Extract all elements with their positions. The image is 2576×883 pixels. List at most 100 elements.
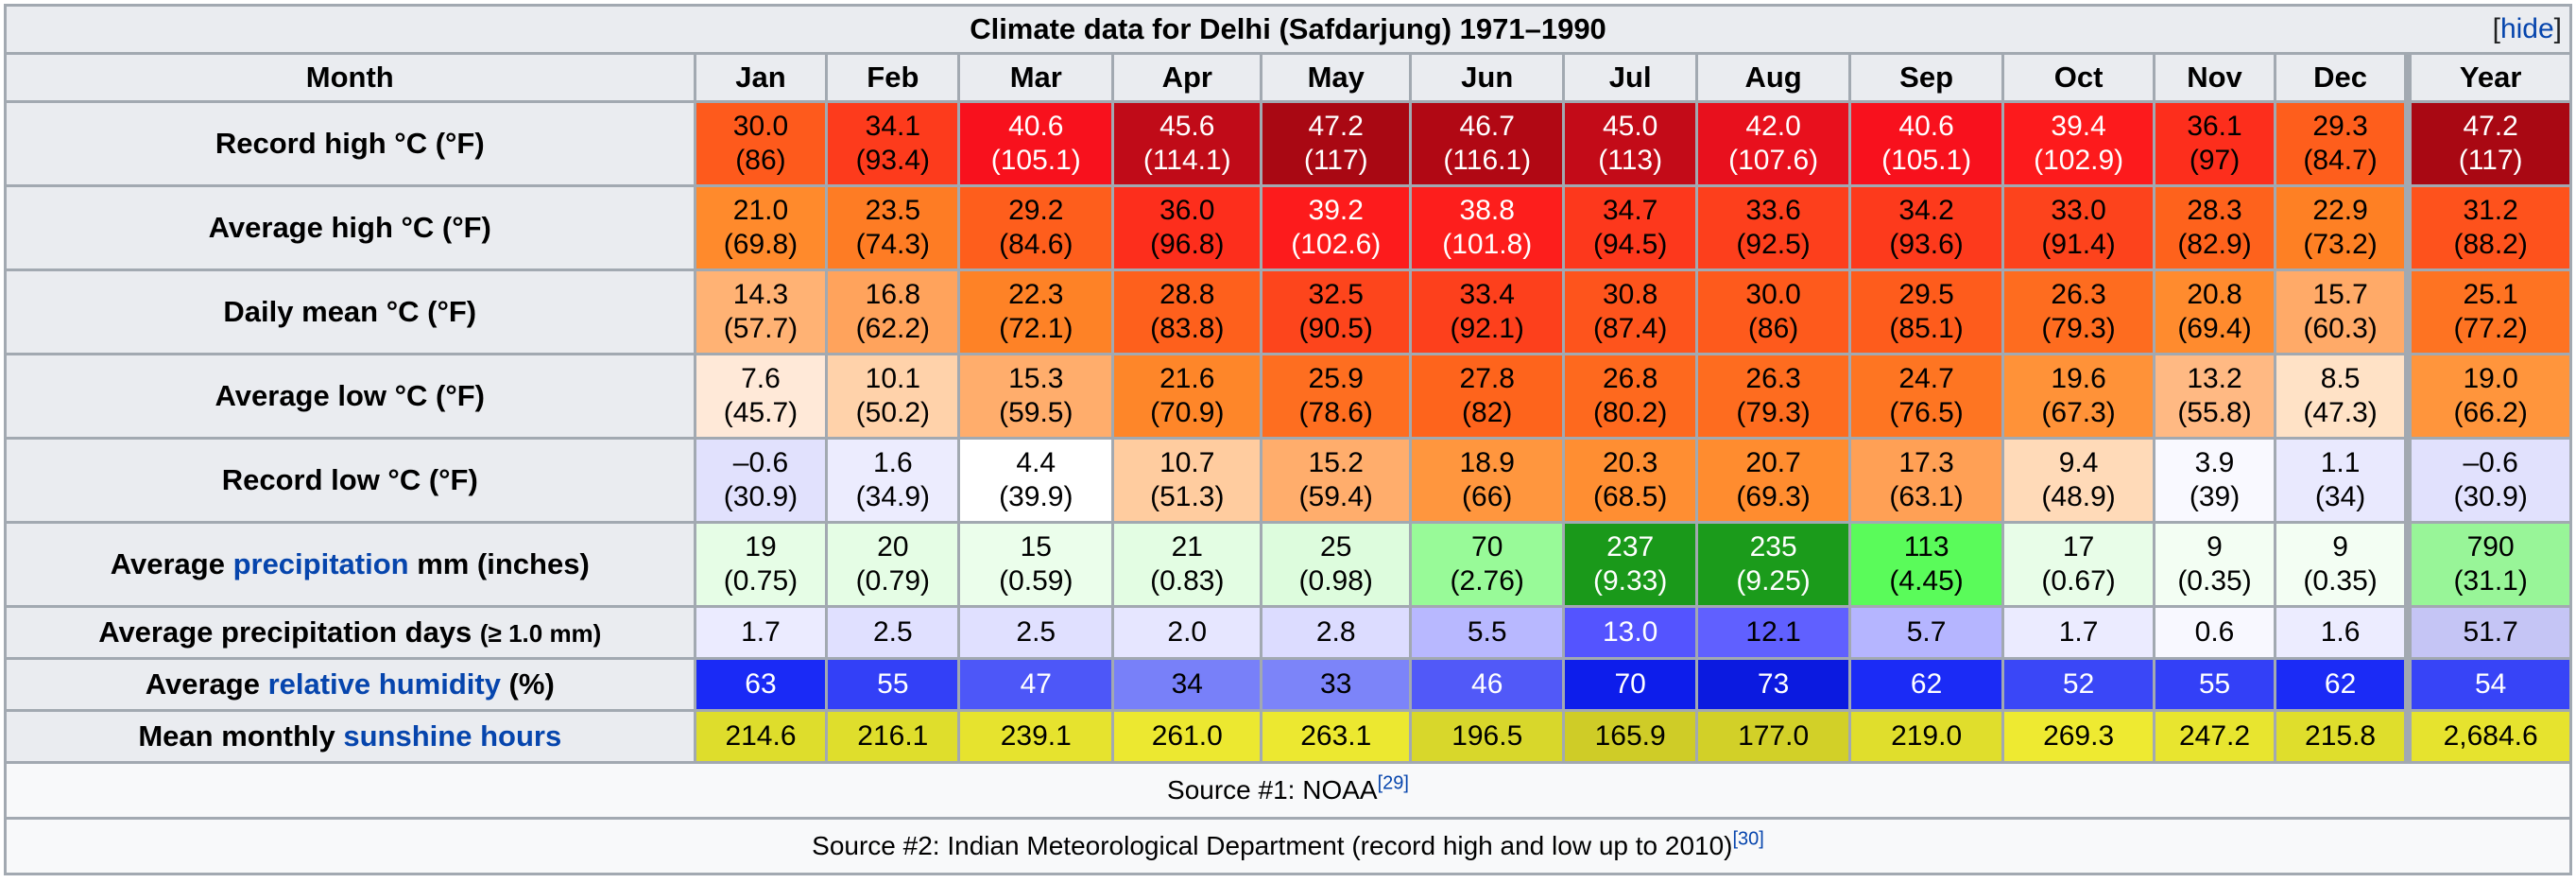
cell-value: 30.0: [732, 111, 789, 142]
wiki-link[interactable]: relative humidity: [267, 667, 501, 701]
cell-value-imperial: (73.2): [2303, 229, 2378, 260]
data-cell: 235 (9.25): [1695, 521, 1852, 608]
source-row: Source #1: NOAA[29]: [4, 761, 2572, 820]
cell-value: 55: [877, 668, 909, 700]
data-cell: 17.3 (63.1): [1848, 437, 2005, 524]
cell-value: 21.6: [1159, 363, 1215, 394]
data-cell: 16.8 (62.2): [825, 268, 961, 355]
data-cell: 1.6: [2273, 605, 2410, 660]
reference-link[interactable]: [29]: [1377, 772, 1409, 794]
data-cell: 22.9 (73.2): [2273, 184, 2410, 271]
cell-value: 177.0: [1738, 720, 1810, 752]
data-cell: 239.1: [957, 709, 1115, 764]
data-cell: 1.6 (34.9): [825, 437, 961, 524]
year-cell: 2,684.6: [2404, 709, 2573, 764]
cell-value: 1.7: [2058, 616, 2099, 648]
cell-value: 36.1: [2187, 111, 2242, 142]
month-header-jan: Jan: [693, 52, 829, 103]
cell-value: 29.3: [2312, 111, 2368, 142]
cell-value: 26.3: [2051, 279, 2106, 310]
data-cell: 4.4 (39.9): [957, 437, 1115, 524]
cell-value-imperial: (9.33): [1592, 565, 1668, 597]
cell-value: 4.4: [1016, 447, 1056, 478]
data-cell: 34.1 (93.4): [825, 100, 961, 187]
cell-value: 12.1: [1745, 616, 1801, 648]
wiki-link[interactable]: precipitation: [232, 547, 409, 580]
cell-value: 47.2: [2463, 111, 2518, 142]
cell-value: 40.6: [1008, 111, 1064, 142]
data-cell: 237 (9.33): [1562, 521, 1699, 608]
cell-value-imperial: (51.3): [1150, 481, 1225, 512]
cell-value: 70: [1471, 531, 1503, 563]
hide-link[interactable]: hide: [2499, 13, 2554, 44]
data-cell: 1.7: [2001, 605, 2156, 660]
cell-value: 269.3: [2043, 720, 2115, 752]
cell-value: 5.7: [1906, 616, 1947, 648]
data-cell: 263.1: [1260, 709, 1413, 764]
data-cell: 40.6 (105.1): [1848, 100, 2005, 187]
table-row: Average high °C (°F) 21.0 (69.8) 23.5 (74.3)…: [4, 184, 2573, 271]
cell-value-imperial: (66): [1462, 481, 1513, 512]
table-row: Average precipitation mm (inches) 19 (0.75…: [4, 521, 2573, 608]
month-header: Month: [4, 52, 696, 103]
cell-value: 216.1: [857, 720, 929, 752]
row-header: Record high °C (°F): [4, 100, 696, 187]
data-cell: 10.7 (51.3): [1111, 437, 1263, 524]
reference-link[interactable]: [30]: [1732, 828, 1764, 850]
cell-value-imperial: (0.98): [1298, 565, 1373, 597]
data-cell: 5.5: [1409, 605, 1566, 660]
data-cell: 1.1 (34): [2273, 437, 2410, 524]
cell-value: 15.2: [1308, 447, 1364, 478]
data-cell: 73: [1695, 657, 1852, 712]
cell-value: 9: [2207, 531, 2223, 563]
cell-value-imperial: (45.7): [723, 397, 799, 428]
month-header-jul: Jul: [1562, 52, 1699, 103]
cell-value: 239.1: [1000, 720, 1072, 752]
cell-value: 2,684.6: [2443, 720, 2538, 752]
data-cell: 33: [1260, 657, 1413, 712]
row-label-text: Average low °C (°F): [215, 379, 485, 412]
cell-value: 19: [745, 531, 777, 563]
cell-value: 215.8: [2305, 720, 2377, 752]
data-cell: 70: [1562, 657, 1699, 712]
cell-value: 23.5: [865, 195, 921, 226]
cell-value-imperial: (57.7): [723, 313, 799, 344]
source-note: Source #2: Indian Meteorological Departm…: [4, 817, 2572, 875]
cell-value-imperial: (2.76): [1450, 565, 1524, 597]
cell-value: 261.0: [1151, 720, 1223, 752]
cell-value: 235: [1749, 531, 1797, 563]
data-cell: 33.4 (92.1): [1409, 268, 1566, 355]
data-cell: 46: [1409, 657, 1566, 712]
cell-value: 34.2: [1898, 195, 1954, 226]
hide-toggle[interactable]: [hide]: [2492, 13, 2562, 44]
data-cell: 39.4 (102.9): [2001, 100, 2156, 187]
cell-value: 15.3: [1008, 363, 1064, 394]
data-cell: 42.0 (107.6): [1695, 100, 1852, 187]
cell-value-imperial: (102.9): [2034, 145, 2124, 176]
row-header: Average high °C (°F): [4, 184, 696, 271]
cell-value: 38.8: [1459, 195, 1515, 226]
data-cell: 269.3: [2001, 709, 2156, 764]
cell-value-imperial: (62.2): [855, 313, 931, 344]
cell-value-imperial: (50.2): [855, 397, 931, 428]
cell-value: 70: [1614, 668, 1646, 700]
cell-value-imperial: (63.1): [1889, 481, 1964, 512]
row-label-text: mm (inches): [408, 547, 590, 580]
cell-value: 5.5: [1467, 616, 1507, 648]
cell-value-imperial: (0.79): [855, 565, 931, 597]
wiki-link[interactable]: sunshine hours: [343, 719, 562, 753]
data-cell: 33.6 (92.5): [1695, 184, 1852, 271]
data-cell: 38.8 (101.8): [1409, 184, 1566, 271]
data-cell: 14.3 (57.7): [693, 268, 829, 355]
data-cell: 17 (0.67): [2001, 521, 2156, 608]
cell-value-imperial: (0.35): [2303, 565, 2378, 597]
cell-value-imperial: (86): [1747, 313, 1799, 344]
cell-value-imperial: (80.2): [1592, 397, 1668, 428]
year-cell: 790 (31.1): [2404, 521, 2573, 608]
cell-value: 34.7: [1602, 195, 1658, 226]
source-row: Source #2: Indian Meteorological Departm…: [4, 817, 2572, 875]
data-cell: 216.1: [825, 709, 961, 764]
table-body: Record high °C (°F) 30.0 (86) 34.1 (93.4) 40.…: [4, 100, 2573, 875]
cell-value: 7.6: [741, 363, 781, 394]
cell-value-imperial: (86): [735, 145, 786, 176]
